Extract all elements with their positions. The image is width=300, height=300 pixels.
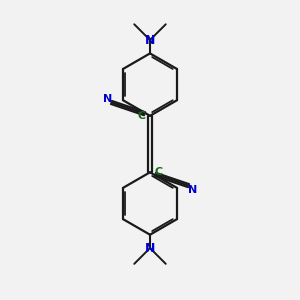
Text: N: N (103, 94, 112, 103)
Text: C: C (138, 111, 146, 121)
Text: C: C (154, 167, 162, 177)
Text: N: N (188, 184, 197, 194)
Text: N: N (145, 34, 155, 46)
Text: N: N (145, 242, 155, 255)
